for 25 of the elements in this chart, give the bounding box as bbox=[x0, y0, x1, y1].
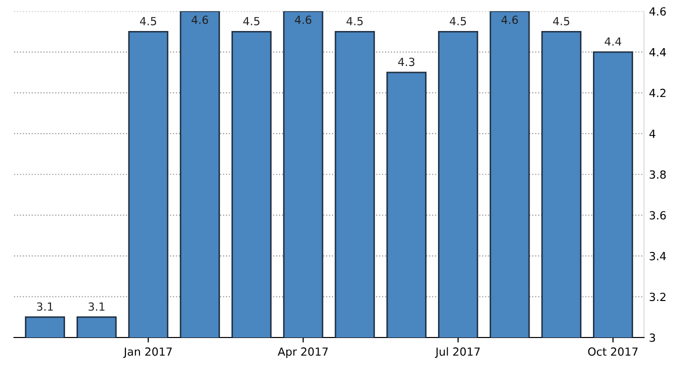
y-tick-label: 4 bbox=[649, 130, 656, 138]
x-tick-label: Jul 2017 bbox=[434, 347, 480, 358]
data-label: 4.6 bbox=[192, 16, 208, 24]
y-tick-label: 4.6 bbox=[649, 7, 666, 16]
y-tick-label: 4.4 bbox=[649, 48, 666, 56]
y-tick-label: 3.4 bbox=[650, 252, 666, 260]
x-tick-label: Jan 2017 bbox=[123, 347, 172, 358]
x-tick-label: Apr 2017 bbox=[278, 347, 328, 358]
data-label: 3.1 bbox=[36, 302, 53, 311]
y-tick-label: 3.8 bbox=[650, 170, 666, 179]
data-label: 4.5 bbox=[243, 17, 260, 26]
y-tick-label: 3.2 bbox=[650, 292, 666, 302]
data-label: 3.1 bbox=[88, 302, 104, 311]
data-label: 4.5 bbox=[553, 17, 570, 26]
y-tick-label: 3.6 bbox=[650, 211, 666, 220]
data-label: 4.6 bbox=[501, 16, 518, 24]
data-label: 4.4 bbox=[604, 37, 622, 46]
data-label: 4.5 bbox=[346, 17, 363, 26]
y-tick-label: 3 bbox=[650, 333, 656, 342]
data-label: 4.5 bbox=[450, 17, 466, 26]
x-tick-label: Oct 2017 bbox=[588, 347, 638, 356]
data-label: 4.6 bbox=[294, 16, 312, 24]
y-tick-label: 4.2 bbox=[649, 88, 666, 98]
data-label: 4.3 bbox=[398, 58, 414, 66]
data-label: 4.5 bbox=[140, 17, 156, 26]
